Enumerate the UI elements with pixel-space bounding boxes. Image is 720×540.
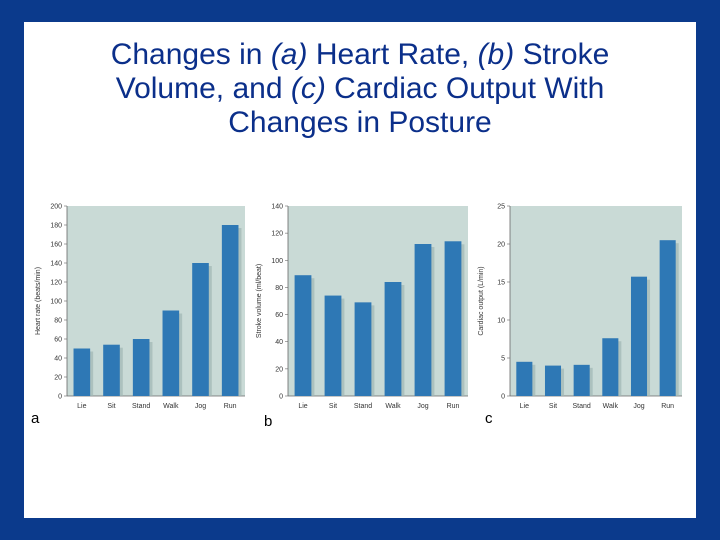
y-tick-label: 25 bbox=[497, 204, 505, 211]
y-tick-label: 80 bbox=[275, 285, 283, 292]
panel-label-a: a bbox=[31, 410, 40, 427]
bar bbox=[414, 244, 432, 396]
y-tick-label: 20 bbox=[497, 242, 505, 249]
y-tick-label: 160 bbox=[50, 242, 62, 249]
y-tick-label: 0 bbox=[501, 394, 505, 401]
y-tick-label: 200 bbox=[50, 204, 62, 211]
y-tick-label: 20 bbox=[54, 375, 62, 382]
bar bbox=[192, 263, 209, 396]
bar bbox=[132, 339, 150, 396]
bar bbox=[73, 348, 91, 396]
title-text: Changes in bbox=[110, 38, 271, 71]
y-axis-label: Heart rate (beats/min) bbox=[35, 267, 42, 335]
y-tick-label: 40 bbox=[275, 339, 283, 346]
y-tick-label: 60 bbox=[54, 337, 62, 344]
title-text-a: (a) bbox=[270, 38, 308, 71]
bar bbox=[103, 344, 120, 396]
bar bbox=[630, 276, 648, 396]
bar bbox=[544, 365, 562, 396]
panel-label-c: c bbox=[485, 410, 493, 427]
y-tick-label: 120 bbox=[50, 280, 62, 287]
bar bbox=[573, 364, 590, 396]
y-tick-label: 40 bbox=[54, 356, 62, 363]
bar bbox=[294, 275, 312, 396]
plot-background bbox=[510, 206, 682, 396]
x-tick-label: Sit bbox=[329, 403, 337, 410]
title-text-b: (b) bbox=[477, 38, 515, 71]
y-tick-label: 0 bbox=[58, 394, 62, 401]
title-text: Cardiac Output With bbox=[325, 72, 605, 105]
bar bbox=[602, 338, 619, 396]
bar bbox=[324, 295, 342, 396]
y-tick-label: 100 bbox=[271, 258, 283, 265]
slide-title: Changes in (a) Heart Rate, (b) Stroke Vo… bbox=[24, 38, 696, 140]
title-text-c: (c) bbox=[290, 72, 326, 105]
x-tick-label: Sit bbox=[549, 403, 557, 410]
bar bbox=[444, 241, 462, 396]
x-tick-label: Walk bbox=[603, 403, 619, 410]
y-tick-label: 20 bbox=[275, 366, 283, 373]
title-line-2: Volume, and (c) Cardiac Output With bbox=[24, 72, 696, 106]
bar bbox=[354, 302, 372, 396]
bar bbox=[384, 282, 402, 396]
plot-background bbox=[67, 206, 245, 396]
y-axis-label: Cardiac output (L/min) bbox=[478, 266, 485, 335]
y-tick-label: 100 bbox=[50, 299, 62, 306]
x-tick-label: Run bbox=[661, 403, 674, 410]
x-tick-label: Walk bbox=[163, 403, 179, 410]
y-axis-label: Stroke volume (ml/beat) bbox=[256, 264, 263, 338]
title-text: Volume, and bbox=[115, 72, 291, 105]
y-tick-label: 140 bbox=[50, 261, 62, 268]
y-tick-label: 140 bbox=[271, 204, 283, 211]
x-tick-label: Lie bbox=[77, 403, 86, 410]
bar bbox=[162, 310, 180, 396]
title-line-3: Changes in Posture bbox=[24, 106, 696, 140]
y-tick-label: 120 bbox=[271, 231, 283, 238]
x-tick-label: Stand bbox=[354, 403, 372, 410]
x-tick-label: Stand bbox=[573, 403, 591, 410]
bar bbox=[221, 225, 239, 396]
y-tick-label: 180 bbox=[50, 223, 62, 230]
y-tick-label: 15 bbox=[497, 280, 505, 287]
x-tick-label: Jog bbox=[633, 403, 644, 410]
x-tick-label: Run bbox=[447, 403, 460, 410]
title-text: Heart Rate, bbox=[307, 38, 478, 71]
x-tick-label: Lie bbox=[298, 403, 307, 410]
title-text: Stroke bbox=[514, 38, 610, 71]
bar bbox=[659, 240, 676, 396]
y-tick-label: 60 bbox=[275, 312, 283, 319]
x-tick-label: Run bbox=[224, 403, 237, 410]
x-tick-label: Lie bbox=[520, 403, 529, 410]
y-tick-label: 10 bbox=[497, 318, 505, 325]
plot-background bbox=[288, 206, 468, 396]
y-tick-label: 80 bbox=[54, 318, 62, 325]
panel-label-b: b bbox=[264, 413, 273, 430]
x-tick-label: Walk bbox=[385, 403, 401, 410]
y-tick-label: 0 bbox=[279, 394, 283, 401]
x-tick-label: Sit bbox=[107, 403, 115, 410]
bar bbox=[516, 361, 533, 396]
x-tick-label: Jog bbox=[417, 403, 428, 410]
title-text: Changes in Posture bbox=[228, 106, 492, 139]
x-tick-label: Jog bbox=[195, 403, 206, 410]
y-tick-label: 5 bbox=[501, 356, 505, 363]
title-line-1: Changes in (a) Heart Rate, (b) Stroke bbox=[24, 38, 696, 72]
x-tick-label: Stand bbox=[132, 403, 150, 410]
